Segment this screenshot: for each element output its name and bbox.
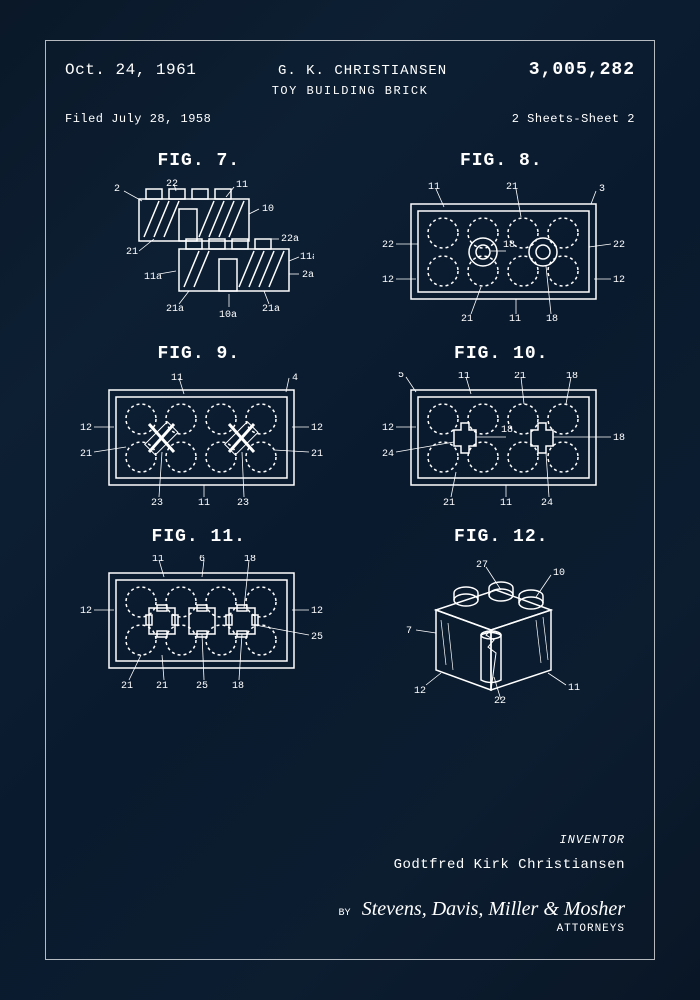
svg-text:11a: 11a — [300, 252, 314, 263]
svg-text:21a: 21a — [166, 304, 184, 315]
svg-text:18: 18 — [232, 681, 244, 690]
figure-8: FIG. 8. — [368, 151, 636, 324]
svg-text:25: 25 — [196, 681, 208, 690]
svg-text:25: 25 — [311, 632, 323, 643]
svg-text:12: 12 — [382, 275, 394, 286]
svg-text:7: 7 — [406, 626, 412, 637]
svg-text:24: 24 — [541, 498, 553, 507]
figures-grid: FIG. 7. — [65, 151, 635, 705]
svg-text:18: 18 — [501, 425, 513, 436]
svg-text:10a: 10a — [219, 310, 237, 321]
svg-text:21: 21 — [461, 314, 473, 324]
svg-text:27: 27 — [476, 560, 488, 571]
fig7-drawing: 2 22 11 10 22a 11a 2a 21 11a 21a 10a 21a — [84, 179, 314, 324]
svg-text:18: 18 — [566, 372, 578, 382]
svg-text:18: 18 — [503, 240, 515, 251]
fig10-drawing: 5 11 21 18 12 24 18 18 21 11 24 — [376, 372, 626, 507]
svg-text:11: 11 — [509, 314, 521, 324]
svg-text:11: 11 — [198, 498, 210, 507]
sheet-info: 2 Sheets-Sheet 2 — [512, 112, 635, 126]
svg-text:21: 21 — [443, 498, 455, 507]
svg-text:21: 21 — [121, 681, 133, 690]
svg-text:12: 12 — [382, 423, 394, 434]
svg-text:21a: 21a — [262, 304, 280, 315]
svg-text:18: 18 — [613, 433, 625, 444]
svg-text:24: 24 — [382, 449, 394, 460]
svg-text:12: 12 — [80, 606, 92, 617]
fig11-drawing: 11 6 18 12 12 25 21 21 25 18 — [74, 555, 324, 690]
svg-text:11: 11 — [568, 683, 580, 694]
svg-text:23: 23 — [151, 498, 163, 507]
figure-9: FIG. 9. — [65, 344, 333, 507]
svg-text:11: 11 — [458, 372, 470, 382]
svg-text:21: 21 — [514, 372, 526, 382]
figure-10: FIG. 10. — [368, 344, 636, 507]
svg-text:3: 3 — [599, 184, 605, 195]
svg-text:22: 22 — [166, 179, 178, 190]
svg-text:21: 21 — [126, 247, 138, 258]
svg-text:22a: 22a — [281, 234, 299, 245]
fig12-drawing: 27 10 7 12 22 11 — [386, 555, 616, 705]
fig12-title: FIG. 12. — [368, 527, 636, 547]
issue-date: Oct. 24, 1961 — [65, 61, 196, 79]
svg-text:22: 22 — [494, 696, 506, 705]
header-row-1: Oct. 24, 1961 G. K. CHRISTIANSEN 3,005,2… — [65, 60, 635, 80]
inventor-label: INVENTOR — [339, 833, 626, 847]
filed-date: Filed July 28, 1958 — [65, 112, 211, 126]
svg-text:11: 11 — [152, 555, 164, 565]
fig9-title: FIG. 9. — [65, 344, 333, 364]
svg-text:12: 12 — [311, 423, 323, 434]
svg-text:21: 21 — [506, 182, 518, 193]
svg-text:5: 5 — [398, 372, 404, 381]
svg-text:6: 6 — [199, 555, 205, 565]
svg-text:18: 18 — [546, 314, 558, 324]
figure-7: FIG. 7. — [65, 151, 333, 324]
svg-text:11: 11 — [236, 180, 248, 191]
footer-block: INVENTOR Godtfred Kirk Christiansen BY S… — [339, 833, 626, 935]
svg-text:10: 10 — [553, 568, 565, 579]
svg-text:11: 11 — [171, 373, 183, 384]
svg-text:23: 23 — [237, 498, 249, 507]
inventor-name: Godtfred Kirk Christiansen — [339, 857, 626, 873]
attorneys-label: ATTORNEYS — [339, 923, 626, 935]
header-row-2: Filed July 28, 1958 2 Sheets-Sheet 2 — [65, 112, 635, 126]
inventor-short: G. K. CHRISTIANSEN — [278, 63, 447, 79]
svg-text:4: 4 — [292, 373, 298, 384]
svg-text:10: 10 — [262, 204, 274, 215]
patent-number: 3,005,282 — [529, 60, 635, 80]
fig8-title: FIG. 8. — [368, 151, 636, 171]
signature-row: BY Stevens, Davis, Miller & Mosher — [339, 898, 626, 921]
svg-text:21: 21 — [80, 449, 92, 460]
svg-text:22: 22 — [382, 240, 394, 251]
svg-text:11: 11 — [500, 498, 512, 507]
svg-text:12: 12 — [414, 686, 426, 697]
patent-title: TOY BUILDING BRICK — [65, 84, 635, 98]
svg-text:12: 12 — [613, 275, 625, 286]
svg-text:21: 21 — [311, 449, 323, 460]
svg-text:2a: 2a — [302, 270, 314, 281]
figure-11: FIG. 11. — [65, 527, 333, 705]
attorney-signature: Stevens, Davis, Miller & Mosher — [362, 898, 625, 920]
svg-text:2: 2 — [114, 184, 120, 195]
svg-text:21: 21 — [156, 681, 168, 690]
svg-text:12: 12 — [311, 606, 323, 617]
fig10-title: FIG. 10. — [368, 344, 636, 364]
svg-text:18: 18 — [244, 555, 256, 565]
fig7-title: FIG. 7. — [65, 151, 333, 171]
fig8-drawing: 11 21 3 22 12 22 12 18 21 11 18 — [376, 179, 626, 324]
figure-12: FIG. 12. — [368, 527, 636, 705]
svg-text:11a: 11a — [144, 272, 162, 283]
svg-text:12: 12 — [80, 423, 92, 434]
fig9-drawing: 11 4 12 21 12 21 23 11 23 — [74, 372, 324, 507]
by-label: BY — [339, 908, 351, 919]
svg-text:22: 22 — [613, 240, 625, 251]
svg-text:11: 11 — [428, 182, 440, 193]
patent-content: Oct. 24, 1961 G. K. CHRISTIANSEN 3,005,2… — [65, 60, 635, 945]
fig11-title: FIG. 11. — [65, 527, 333, 547]
